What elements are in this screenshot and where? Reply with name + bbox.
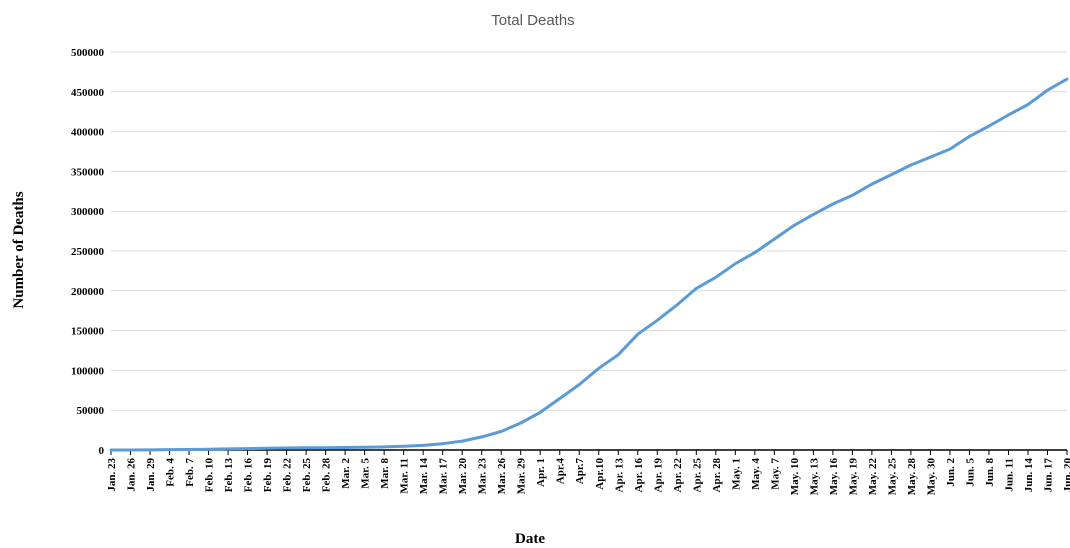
x-tick-label: Apr. 22 — [672, 458, 684, 493]
x-tick-label: Jan. 23 — [106, 458, 118, 492]
gridlines — [111, 51, 1067, 411]
x-tick-label: May. 10 — [789, 458, 801, 496]
y-axis-ticks: 0 50000 100000 150000 200000 250000 300000 3500… — [71, 47, 105, 457]
x-tick-label: May. 30 — [925, 458, 937, 496]
y-tick-label: 350000 — [71, 166, 105, 178]
x-tick-label: Jun. 8 — [984, 458, 996, 487]
x-tick-label: Jun. 14 — [1023, 458, 1035, 493]
x-tick-label: Jan. 26 — [126, 458, 138, 492]
x-tick-label: Mar. 14 — [418, 458, 430, 495]
x-tick-label: Feb. 19 — [262, 458, 274, 493]
y-tick-label: 450000 — [71, 87, 105, 99]
x-tick-label: May. 1 — [730, 458, 742, 490]
x-tick-label: Mar. 20 — [457, 458, 469, 495]
y-axis-label: Number of Deaths — [11, 191, 27, 308]
y-tick-label: 300000 — [71, 206, 105, 218]
x-tick-label: Apr. 13 — [613, 458, 625, 493]
x-tick-label: May. 19 — [847, 458, 859, 496]
x-tick-label: Mar. 17 — [438, 458, 450, 495]
x-tick-label: May. 28 — [906, 458, 918, 496]
y-tick-label: 200000 — [71, 286, 105, 298]
y-tick-label: 50000 — [77, 405, 105, 417]
x-tick-label: Jun. 5 — [964, 458, 976, 487]
x-tick-label: Jun. 17 — [1042, 458, 1054, 493]
x-tick-label: Feb. 16 — [243, 458, 255, 493]
x-tick-label: May. 25 — [886, 458, 898, 496]
chart-title: Total Deaths — [491, 12, 574, 29]
series-line-total-deaths — [109, 77, 1069, 452]
x-tick-label: Feb. 13 — [223, 458, 235, 493]
x-tick-label: Mar. 29 — [516, 458, 528, 495]
x-tick-label: Feb. 4 — [165, 458, 177, 487]
x-tick-label: Jun. 2 — [945, 458, 957, 487]
x-tick-label: Mar. 5 — [360, 458, 372, 489]
x-tick-label: Mar. 8 — [379, 458, 391, 489]
x-tick-label: May. 13 — [808, 458, 820, 496]
x-tick-label: May. 4 — [750, 458, 762, 490]
y-tick-label: 250000 — [71, 246, 105, 258]
x-tick-label: Apr. 16 — [633, 458, 645, 493]
x-tick-label: Mar. 11 — [399, 458, 411, 494]
x-tick-label: Mar. 26 — [496, 458, 508, 495]
x-tick-label: Apr.7 — [574, 458, 586, 485]
y-tick-label: 400000 — [71, 127, 105, 139]
x-tick-label: Jun. 11 — [1003, 458, 1015, 492]
y-tick-label: 150000 — [71, 326, 105, 338]
x-tick-label: Mar. 2 — [340, 458, 352, 489]
x-tick-label: Apr.10 — [594, 458, 606, 490]
x-axis-label: Date — [515, 531, 545, 547]
y-tick-label: 0 — [99, 445, 105, 457]
x-tick-label: Apr. 19 — [652, 458, 664, 493]
x-tick-label: Mar. 23 — [477, 458, 489, 495]
y-tick-label: 100000 — [71, 365, 105, 377]
y-tick-label: 500000 — [71, 47, 105, 59]
x-tick-label: Jun. 20 — [1062, 458, 1070, 493]
x-tick-label: Jan. 29 — [145, 458, 157, 492]
x-tick-label: Feb. 10 — [204, 458, 216, 493]
x-tick-label: Apr.4 — [555, 458, 567, 485]
x-tick-label: Feb. 22 — [282, 458, 294, 493]
x-tick-label: May. 7 — [769, 458, 781, 490]
x-tick-label: Apr. 28 — [711, 458, 723, 493]
x-tick-label: Apr. 25 — [691, 458, 703, 493]
x-tick-label: Apr. 1 — [535, 458, 547, 487]
x-tick-label: Feb. 28 — [321, 458, 333, 493]
x-tick-label: May. 22 — [867, 458, 879, 496]
x-tick-label: Feb. 7 — [184, 458, 196, 487]
x-tick-label: Feb. 25 — [301, 458, 313, 493]
x-axis-ticks: Jan. 23 Jan. 26 Jan. 29 Feb. 4 Feb. 7 Feb. 10… — [106, 450, 1070, 495]
x-tick-label: May. 16 — [828, 458, 840, 496]
